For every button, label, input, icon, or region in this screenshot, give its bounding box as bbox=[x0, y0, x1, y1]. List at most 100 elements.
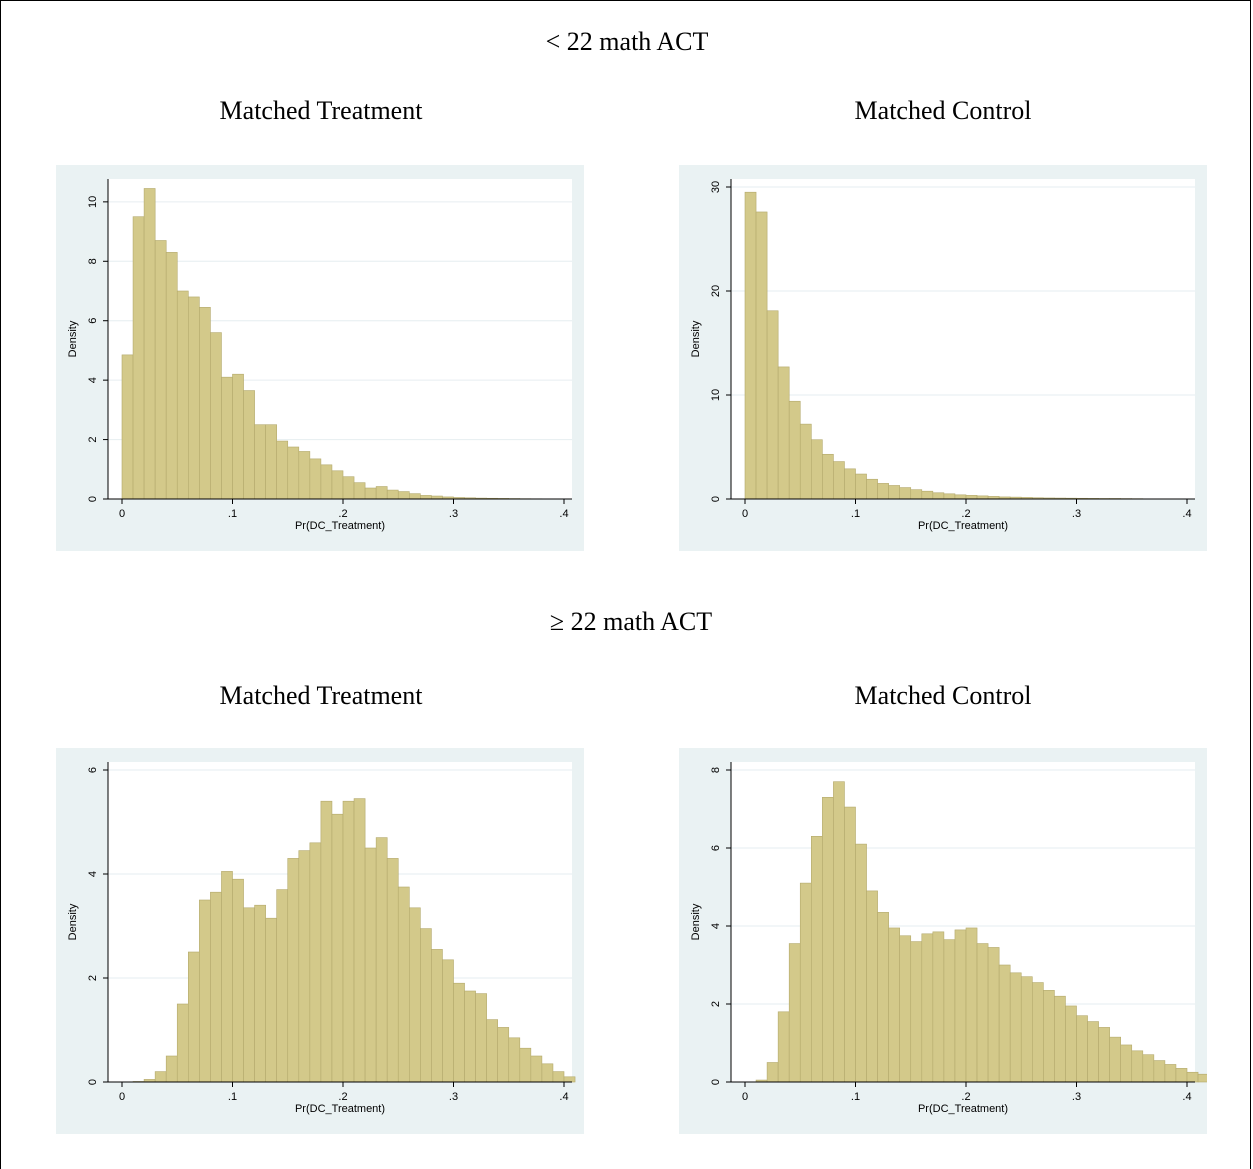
histogram-bar bbox=[1120, 1044, 1133, 1083]
x-tick-label: .3 bbox=[1072, 508, 1081, 520]
histogram-bar bbox=[998, 964, 1011, 1083]
histogram-bar bbox=[766, 310, 779, 500]
section-title-low-act: < 22 math ACT bbox=[545, 27, 709, 56]
y-axis-title: Density bbox=[690, 320, 702, 357]
histogram-bar bbox=[176, 290, 189, 500]
panel-title-low-treatment: Matched Treatment bbox=[219, 96, 423, 125]
histogram-bar bbox=[497, 1027, 510, 1083]
x-tick-label: .4 bbox=[559, 508, 568, 520]
histogram-bar bbox=[210, 332, 222, 500]
histogram-bar bbox=[888, 927, 900, 1083]
histogram-bar bbox=[910, 941, 923, 1083]
histogram-bar bbox=[1020, 976, 1033, 1083]
histogram-bar bbox=[1186, 1071, 1199, 1083]
histogram-bar bbox=[530, 1055, 543, 1083]
histogram-bar bbox=[232, 373, 244, 500]
histogram-bar bbox=[1109, 1036, 1121, 1083]
histogram-bar bbox=[188, 296, 200, 500]
histogram-bar bbox=[165, 252, 178, 500]
histogram-bar bbox=[364, 487, 377, 500]
histogram-bar bbox=[899, 935, 912, 1083]
histogram-bar bbox=[408, 907, 421, 1083]
histogram-bar bbox=[519, 1047, 532, 1083]
x-tick-label: .4 bbox=[559, 1091, 568, 1103]
x-tick-label: .3 bbox=[1072, 1091, 1081, 1103]
histogram-bar bbox=[541, 1063, 554, 1083]
x-tick-label: .3 bbox=[449, 1091, 458, 1103]
y-axis-title: Density bbox=[690, 903, 702, 940]
histogram-bar bbox=[987, 947, 1000, 1083]
histogram-bar bbox=[331, 470, 344, 500]
histogram-bar bbox=[954, 929, 967, 1083]
histogram-bar bbox=[132, 216, 145, 500]
y-tick-label: 8 bbox=[710, 767, 722, 773]
y-tick-label: 30 bbox=[710, 181, 722, 193]
histogram-bar bbox=[799, 882, 812, 1083]
histogram-bar bbox=[777, 366, 790, 500]
histogram-bar bbox=[1153, 1060, 1166, 1083]
chart-low-act-control: 0 .1 .2 .3 .4 0 10 20 30 Pr(DC_Treatment) Density bbox=[679, 165, 1207, 551]
histogram-bar bbox=[221, 376, 233, 500]
histogram-bar bbox=[298, 451, 311, 500]
histogram-bar bbox=[298, 850, 311, 1083]
histogram-bar bbox=[899, 487, 912, 500]
histogram-bar bbox=[811, 836, 823, 1083]
y-tick-label: 2 bbox=[710, 1001, 722, 1007]
y-tick-label: 2 bbox=[87, 437, 99, 443]
y-tick-label: 6 bbox=[87, 767, 99, 773]
histogram-bar bbox=[1164, 1064, 1177, 1083]
histogram-bar bbox=[877, 483, 889, 500]
histogram-bar bbox=[486, 1019, 498, 1083]
histogram-bar bbox=[265, 917, 277, 1083]
histogram-bar bbox=[921, 933, 934, 1083]
histogram-bar bbox=[309, 458, 322, 500]
x-tick-label: .1 bbox=[851, 508, 860, 520]
histogram-bar bbox=[353, 482, 366, 500]
histogram-bar bbox=[932, 492, 945, 500]
y-tick-label: 10 bbox=[87, 196, 99, 208]
x-tick-label: .1 bbox=[228, 508, 237, 520]
histogram-bar bbox=[254, 904, 266, 1083]
histogram-bar bbox=[1031, 982, 1044, 1083]
histogram-bar bbox=[143, 188, 156, 500]
histogram-bar bbox=[221, 871, 233, 1083]
histogram-bar bbox=[375, 837, 388, 1083]
histogram-bar bbox=[342, 800, 355, 1083]
panel-title-low-control: Matched Control bbox=[854, 96, 1032, 125]
y-tick-label: 4 bbox=[710, 923, 722, 929]
x-tick-label: .2 bbox=[961, 508, 970, 520]
y-tick-label: 10 bbox=[710, 389, 722, 401]
histogram-bar bbox=[1087, 1021, 1099, 1083]
histogram-bar bbox=[431, 949, 443, 1083]
x-tick-label: .2 bbox=[338, 508, 347, 520]
histogram-bar bbox=[833, 781, 845, 1083]
histogram-bar bbox=[844, 806, 856, 1083]
y-tick-label: 4 bbox=[87, 377, 99, 383]
panel-title-high-control: Matched Control bbox=[854, 681, 1032, 710]
chart-low-act-treatment: 0 .1 .2 .3 .4 0 2 4 6 8 10 Pr(DC_Treatment) Density bbox=[56, 165, 584, 551]
histogram-bar bbox=[1054, 995, 1066, 1083]
histogram-bar bbox=[331, 813, 344, 1083]
x-tick-label: 0 bbox=[119, 1091, 125, 1103]
x-tick-label: .2 bbox=[338, 1091, 347, 1103]
chart-high-act-control: 0 .1 .2 .3 .4 0 2 4 6 8 Pr(DC_Treatment) Density bbox=[679, 748, 1207, 1134]
y-tick-label: 0 bbox=[710, 1079, 722, 1085]
histogram-bar bbox=[822, 796, 834, 1083]
histogram-bar bbox=[855, 843, 867, 1083]
histogram-bar bbox=[243, 390, 255, 500]
histogram-bar bbox=[309, 842, 322, 1083]
histogram-bar bbox=[844, 468, 856, 500]
y-tick-label: 20 bbox=[710, 285, 722, 297]
histogram-bar bbox=[375, 486, 388, 500]
histogram-high-act-control: 0 .1 .2 .3 .4 0 2 4 6 8 Pr(DC_Treatment) Density bbox=[690, 762, 1207, 1115]
histogram-bar bbox=[276, 440, 289, 500]
y-axis-title: Density bbox=[67, 903, 79, 940]
histogram-bar bbox=[552, 1071, 565, 1083]
histogram-bar bbox=[464, 990, 476, 1083]
y-axis-title: Density bbox=[67, 320, 79, 357]
histogram-bar bbox=[1009, 972, 1022, 1083]
section-title-high-act: ≥ 22 math ACT bbox=[549, 607, 713, 636]
histogram-bar bbox=[165, 1055, 178, 1083]
histogram-bar bbox=[342, 476, 355, 500]
histogram-bar bbox=[833, 461, 845, 500]
